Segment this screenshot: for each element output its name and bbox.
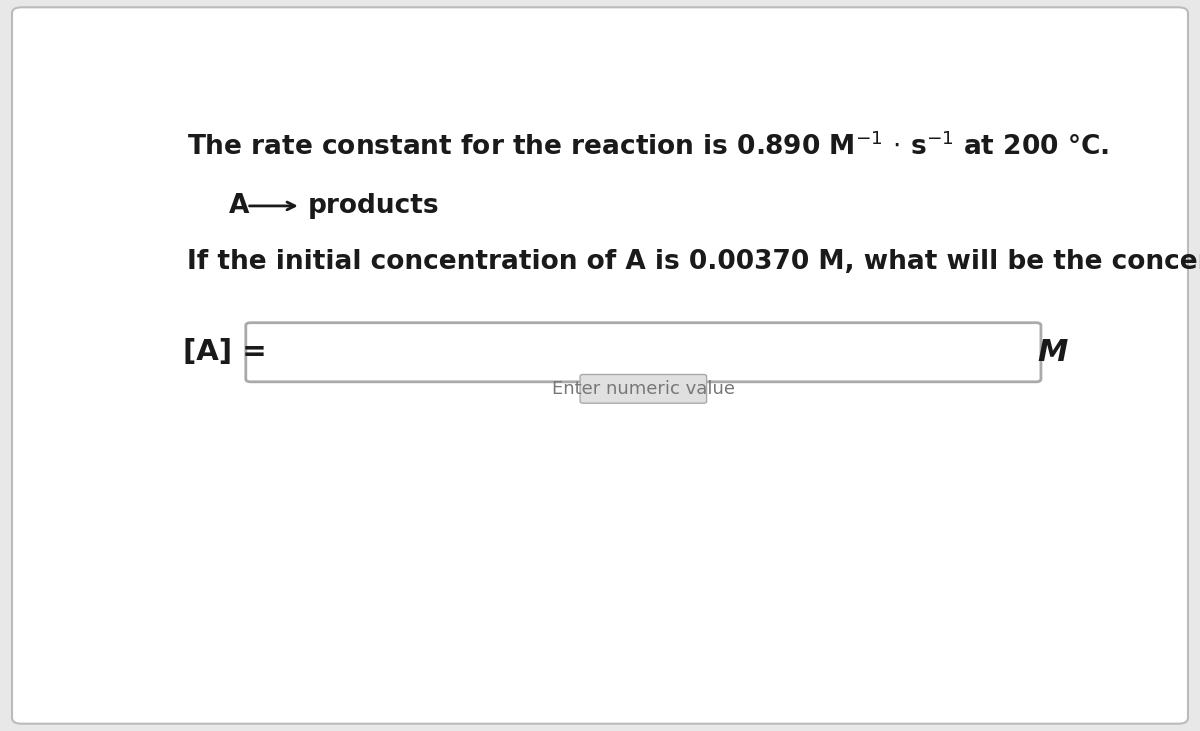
FancyBboxPatch shape	[246, 322, 1040, 382]
Text: [A] =: [A] =	[184, 338, 268, 366]
Text: Enter numeric value: Enter numeric value	[552, 380, 734, 398]
Text: products: products	[308, 193, 439, 219]
Text: M: M	[1037, 338, 1067, 367]
Text: The rate constant for the reaction is 0.890 M$^{-1}$ $\cdot$ s$^{-1}$ at 200 °C.: The rate constant for the reaction is 0.…	[187, 132, 1109, 161]
Text: A: A	[229, 193, 250, 219]
Text: If the initial concentration of A is 0.00370 M, what will be the concentration a: If the initial concentration of A is 0.0…	[187, 249, 1200, 275]
FancyBboxPatch shape	[580, 374, 707, 404]
